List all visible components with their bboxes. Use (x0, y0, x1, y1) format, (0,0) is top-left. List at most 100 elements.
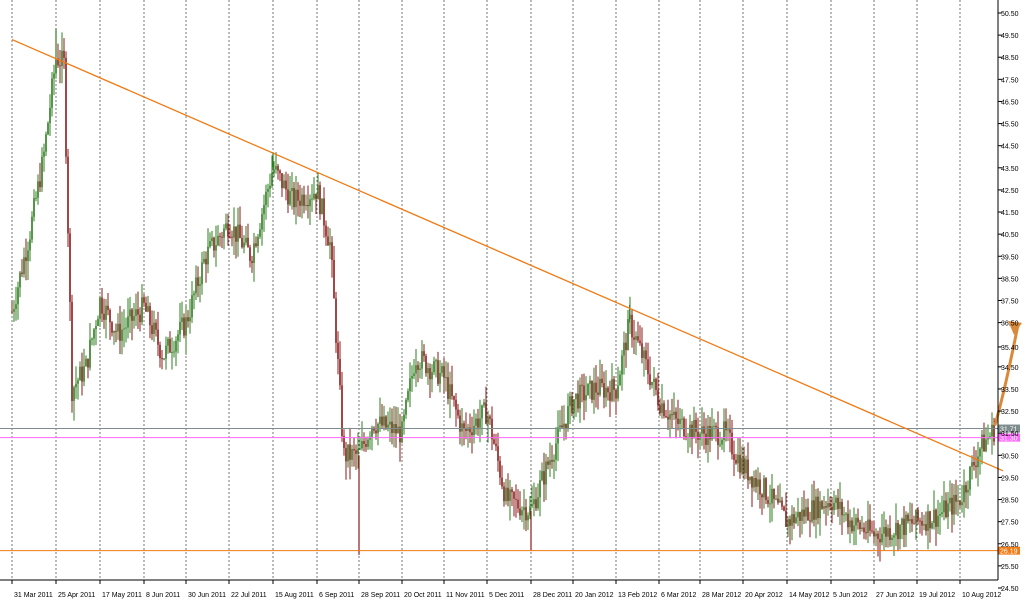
candle-body (553, 459, 555, 462)
candle-body (365, 443, 367, 447)
candle-body (765, 478, 767, 501)
candle-body (195, 277, 197, 294)
x-tick-label: 27 Jun 2012 (876, 592, 915, 599)
candle-body (819, 501, 821, 519)
candle-body (119, 323, 121, 341)
candle-body (949, 497, 951, 504)
candle-body (435, 360, 437, 362)
candle-body (633, 337, 635, 340)
candle-body (583, 385, 585, 401)
candle-body (961, 502, 963, 506)
candle-body (19, 272, 21, 288)
candle-body (577, 393, 579, 409)
candle-body (407, 391, 409, 400)
candle-body (45, 134, 47, 152)
candle-body (13, 308, 15, 312)
candle-body (767, 500, 769, 504)
candle-body (229, 236, 231, 238)
candle-body (709, 425, 711, 440)
candle-body (561, 425, 563, 428)
candle-body (47, 123, 49, 135)
candle-body (133, 316, 135, 321)
x-tick-label: 28 Dec 2011 (533, 592, 572, 599)
candle-body (937, 515, 939, 527)
candle-body (253, 243, 255, 264)
candle-body (291, 187, 293, 192)
candle-body (257, 236, 259, 247)
candle-body (987, 437, 989, 440)
candle-body (873, 531, 875, 537)
candle-body (333, 260, 335, 299)
candle-body (913, 523, 915, 525)
x-tick-label: 28 Mar 2012 (702, 592, 741, 599)
candle-body (37, 181, 39, 198)
candle-body (593, 382, 595, 400)
candle-body (957, 500, 959, 502)
candle-body (29, 239, 31, 251)
candle-body (655, 378, 657, 390)
candle-body (85, 358, 87, 367)
candle-body (877, 533, 879, 539)
candle-body (729, 429, 731, 433)
candle-body (25, 257, 27, 261)
candle-body (739, 454, 741, 473)
x-tick-label: 31 Mar 2011 (14, 592, 53, 599)
candle-body (859, 522, 861, 530)
candle-body (207, 246, 209, 265)
candle-body (381, 416, 383, 426)
candle-body (809, 520, 811, 522)
candle-body (735, 459, 737, 464)
candle-body (403, 414, 405, 422)
candle-body (763, 478, 765, 498)
candle-body (843, 514, 845, 516)
candle-body (953, 494, 955, 515)
candle-body (887, 528, 889, 537)
y-tick-label: 41.50 (1001, 210, 1019, 217)
y-tick-label: 45.50 (1001, 122, 1019, 129)
candle-body (617, 385, 619, 399)
candle-body (437, 360, 439, 384)
candle-body (545, 461, 547, 485)
candle-body (881, 533, 883, 543)
candle-body (363, 441, 365, 444)
candle-body (325, 225, 327, 237)
candle-body (443, 366, 445, 378)
candle-body (833, 502, 835, 511)
candle-body (495, 443, 497, 447)
candle-body (915, 509, 917, 524)
candle-body (501, 477, 503, 487)
candle-body (775, 498, 777, 500)
candle-body (197, 277, 199, 286)
candle-body (75, 383, 77, 388)
candle-body (755, 477, 757, 487)
candle-body (399, 426, 401, 443)
candle-body (231, 236, 233, 238)
candle-body (929, 511, 931, 529)
candle-body (71, 301, 73, 401)
candle-body (373, 427, 375, 431)
candle-body (193, 293, 195, 296)
candle-body (485, 402, 487, 424)
y-tick-label: 24.50 (1001, 586, 1019, 593)
candle-body (137, 309, 139, 315)
candle-body (445, 377, 447, 379)
x-tick-label: 19 Jul 2012 (919, 592, 955, 599)
candle-body (41, 156, 43, 188)
candle-body (857, 517, 859, 523)
y-tick-label: 29.50 (1001, 475, 1019, 482)
candle-body (481, 405, 483, 419)
candle-body (265, 191, 267, 205)
candle-body (897, 523, 899, 540)
candle-body (597, 392, 599, 395)
candle-body (301, 194, 303, 206)
candle-body (153, 322, 155, 335)
candle-body (121, 329, 123, 341)
candle-body (509, 489, 511, 501)
candle-body (519, 508, 521, 516)
candle-body (595, 382, 597, 393)
candle-body (159, 344, 161, 359)
x-tick-label: 20 Apr 2012 (745, 592, 783, 599)
candle-body (115, 331, 117, 333)
candle-body (883, 527, 885, 534)
candle-body (361, 441, 363, 449)
